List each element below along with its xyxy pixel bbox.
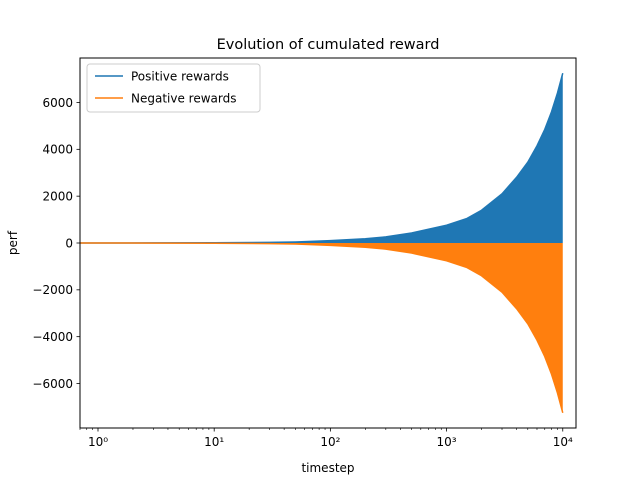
y-tick-label: −6000 bbox=[32, 377, 73, 391]
y-tick-label: −2000 bbox=[32, 283, 73, 297]
x-tick-label: 10² bbox=[320, 435, 340, 449]
plot-area bbox=[79, 73, 564, 413]
y-tick-label: 2000 bbox=[42, 189, 73, 203]
series-line-1 bbox=[79, 242, 564, 413]
y-tick-label: 4000 bbox=[42, 143, 73, 157]
y-tick-label: 6000 bbox=[42, 96, 73, 110]
x-tick-label: 10⁴ bbox=[553, 435, 573, 449]
y-axis-ticks: 6000 4000 2000 0 −2000 −4000 −6000 bbox=[32, 96, 80, 391]
legend-box bbox=[86, 63, 261, 113]
series-area-1 bbox=[80, 243, 563, 413]
series-area-0 bbox=[80, 73, 563, 243]
x-tick-label: 10¹ bbox=[204, 435, 224, 449]
x-axis-label: timestep bbox=[301, 461, 354, 475]
chart-title: Evolution of cumulated reward bbox=[217, 37, 440, 53]
y-axis-label: perf bbox=[6, 230, 20, 255]
x-tick-label: 10³ bbox=[437, 435, 457, 449]
x-axis-ticks: 10⁰ 10¹ 10² 10³ 10⁴ bbox=[79, 428, 573, 449]
x-tick-label: 10⁰ bbox=[88, 435, 108, 449]
y-tick-label: −4000 bbox=[32, 330, 73, 344]
legend-label-negative: Negative rewards bbox=[131, 92, 236, 106]
legend: Positive rewards Negative rewards bbox=[86, 63, 261, 113]
legend-label-positive: Positive rewards bbox=[131, 70, 229, 84]
y-tick-label: 0 bbox=[65, 236, 73, 250]
